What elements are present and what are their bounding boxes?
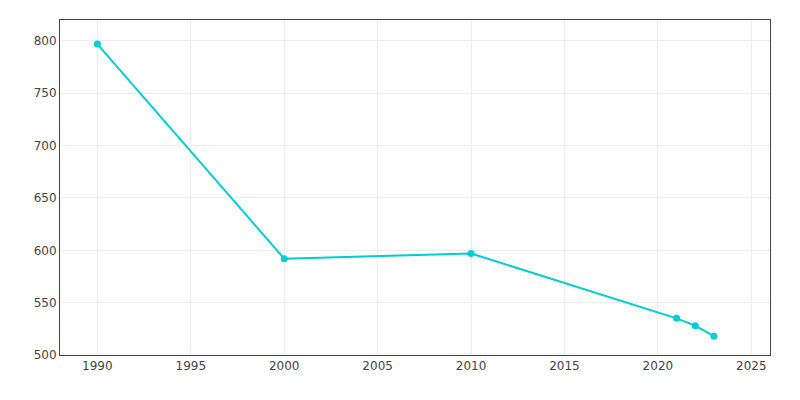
svg-text:1995: 1995 [176, 359, 207, 373]
svg-text:2000: 2000 [269, 359, 300, 373]
svg-text:1990: 1990 [82, 359, 113, 373]
svg-text:2010: 2010 [456, 359, 487, 373]
svg-text:500: 500 [34, 348, 57, 362]
svg-text:2025: 2025 [736, 359, 767, 373]
svg-text:800: 800 [34, 34, 57, 48]
svg-text:2015: 2015 [549, 359, 580, 373]
svg-text:2020: 2020 [643, 359, 674, 373]
svg-text:600: 600 [34, 244, 57, 258]
svg-text:650: 650 [34, 191, 57, 205]
svg-text:750: 750 [34, 86, 57, 100]
svg-text:550: 550 [34, 296, 57, 310]
svg-text:700: 700 [34, 139, 57, 153]
svg-text:2005: 2005 [362, 359, 393, 373]
